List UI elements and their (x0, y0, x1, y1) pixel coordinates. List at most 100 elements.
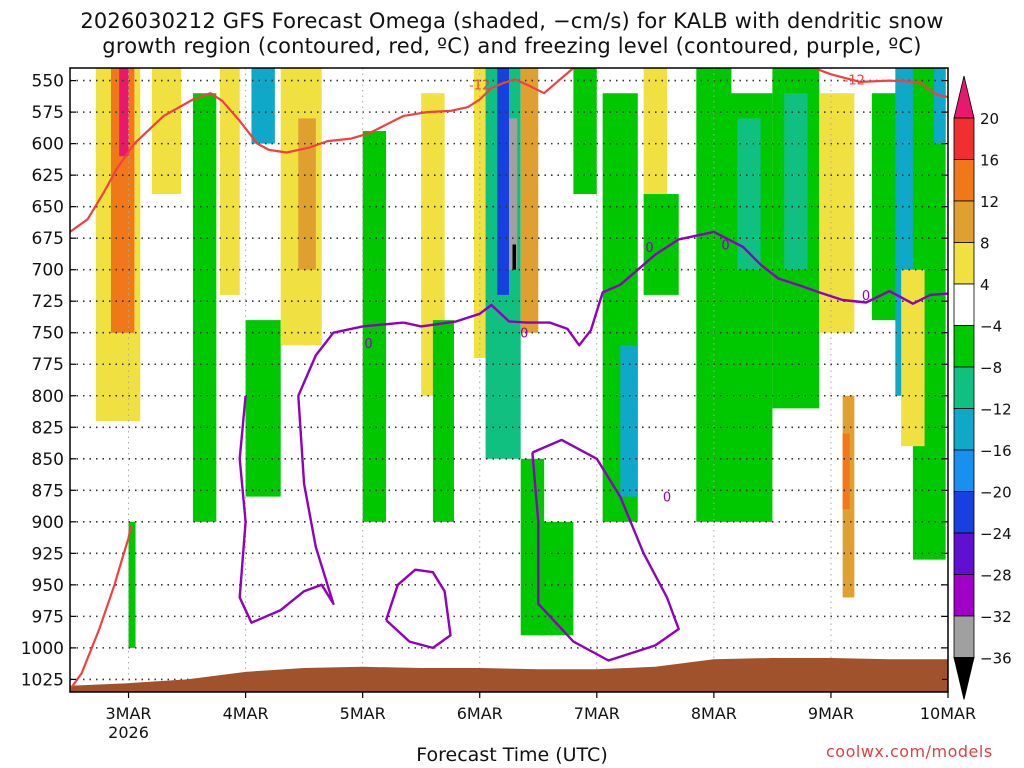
omega-cell (512, 244, 517, 270)
omega-cell (128, 521, 136, 648)
omega-cell (151, 68, 182, 195)
x-tick-label: 7MAR (574, 704, 620, 723)
colorbar-bin (953, 283, 975, 326)
colorbar-bin (953, 449, 975, 492)
colorbar-bin (953, 574, 975, 617)
freezing-level-line (238, 321, 404, 624)
y-tick-label: 925 (32, 544, 64, 564)
omega-cell (784, 93, 808, 270)
x-year-label: 2026 (108, 723, 149, 742)
chart-title-line1: 2026030212 GFS Forecast Omega (shaded, −… (80, 9, 944, 33)
y-axis: 550 575 600 625 650 675 700 725 750 775 800 825 850 8… (21, 72, 948, 690)
y-tick-label: 900 (32, 513, 64, 533)
colorbar-bin (953, 491, 975, 534)
dgz-contour-line (70, 68, 948, 233)
contour-lines: -12 -12 0 0 0 0 0 0 (70, 68, 948, 691)
y-tick-label: 850 (32, 450, 64, 470)
colorbar-bin (953, 615, 975, 658)
colorbar-bin (953, 200, 975, 243)
colorbar-bin (953, 159, 975, 202)
omega-cell (219, 68, 240, 295)
y-tick-label: 875 (32, 481, 64, 501)
contour-label: 0 (663, 491, 671, 506)
y-tick-label: 775 (32, 355, 64, 375)
y-tick-label: 950 (32, 576, 64, 596)
chart-title-line2: growth region (contoured, red, ºC) and f… (102, 34, 922, 58)
terrain-fill (70, 657, 948, 692)
contour-label: 0 (645, 241, 653, 256)
y-tick-label: 600 (32, 135, 64, 155)
colorbar-label: −28 (980, 567, 1012, 585)
omega-cell (538, 521, 574, 636)
freezing-level-line (384, 568, 452, 650)
y-tick-label: 625 (32, 166, 64, 186)
x-tick-label: 4MAR (223, 704, 269, 723)
y-tick-label: 700 (32, 261, 64, 281)
contour-label: 0 (862, 289, 870, 304)
omega-cell (119, 68, 129, 157)
colorbar-label: −36 (980, 650, 1012, 668)
credit-text: coolwx.com/models (826, 742, 993, 761)
x-tick-label: 6MAR (457, 704, 503, 723)
colorbar-bin (953, 408, 975, 451)
omega-cell (643, 68, 668, 207)
colorbar-label: −4 (980, 318, 1002, 336)
colorbar-bottom-arrow (953, 657, 975, 700)
colorbar-label: −24 (980, 525, 1012, 543)
x-tick-label: 5MAR (340, 704, 386, 723)
x-tick-label: 8MAR (691, 704, 737, 723)
colorbar-label: 20 (980, 110, 999, 128)
omega-cell (245, 320, 281, 497)
omega-cell (509, 118, 518, 270)
colorbar-label: 8 (980, 235, 990, 253)
omega-cell (819, 93, 855, 333)
y-tick-label: 1000 (21, 639, 64, 659)
omega-cell (737, 118, 761, 270)
y-tick-label: 825 (32, 418, 64, 438)
colorbar-label: −20 (980, 484, 1012, 502)
omega-cell (432, 320, 454, 522)
colorbar-label: −8 (980, 359, 1002, 377)
y-tick-label: 575 (32, 103, 64, 123)
colorbar-label: −12 (980, 401, 1012, 419)
omega-cell (573, 68, 597, 195)
contour-label: -12 (469, 78, 490, 93)
colorbar-label: −16 (980, 442, 1012, 460)
colorbar-bin (953, 325, 975, 368)
y-tick-label: 800 (32, 387, 64, 407)
colorbar-label: 12 (980, 193, 999, 211)
colorbar-bin (953, 117, 975, 160)
colorbar-bin (953, 242, 975, 285)
omega-cell (192, 93, 217, 522)
contour-label: 0 (721, 238, 729, 253)
contour-label: -12 (844, 73, 865, 88)
x-tick-label: 9MAR (808, 704, 854, 723)
colorbar: 20 16 12 8 4 −4 −8 −12 −16 −20 −24 −28 −32 −36 (953, 75, 1012, 700)
y-tick-label: 650 (32, 198, 64, 218)
x-tick-label: 10MAR (920, 704, 976, 723)
colorbar-bin (953, 532, 975, 575)
y-tick-label: 975 (32, 607, 64, 627)
omega-cell (298, 118, 316, 270)
omega-cell (620, 345, 638, 497)
terrain-area (70, 657, 948, 692)
y-tick-label: 1025 (21, 670, 64, 690)
omega-cell (901, 269, 925, 447)
freezing-level-line (403, 230, 948, 347)
y-tick-label: 750 (32, 324, 64, 344)
y-tick-label: 725 (32, 292, 64, 312)
omega-cell (842, 433, 850, 510)
omega-cell (933, 68, 946, 144)
freezing-level-line (531, 438, 680, 662)
y-tick-label: 550 (32, 72, 64, 92)
dgz-contour-line (70, 525, 132, 691)
omega-cell (497, 68, 509, 295)
colorbar-label: 16 (980, 152, 999, 170)
colorbar-label: −32 (980, 608, 1012, 626)
colorbar-top-arrow (953, 75, 975, 119)
colorbar-label: 4 (980, 276, 990, 294)
x-tick-label: 3MAR (106, 704, 152, 723)
contour-label: 0 (520, 327, 528, 342)
colorbar-bin (953, 366, 975, 409)
